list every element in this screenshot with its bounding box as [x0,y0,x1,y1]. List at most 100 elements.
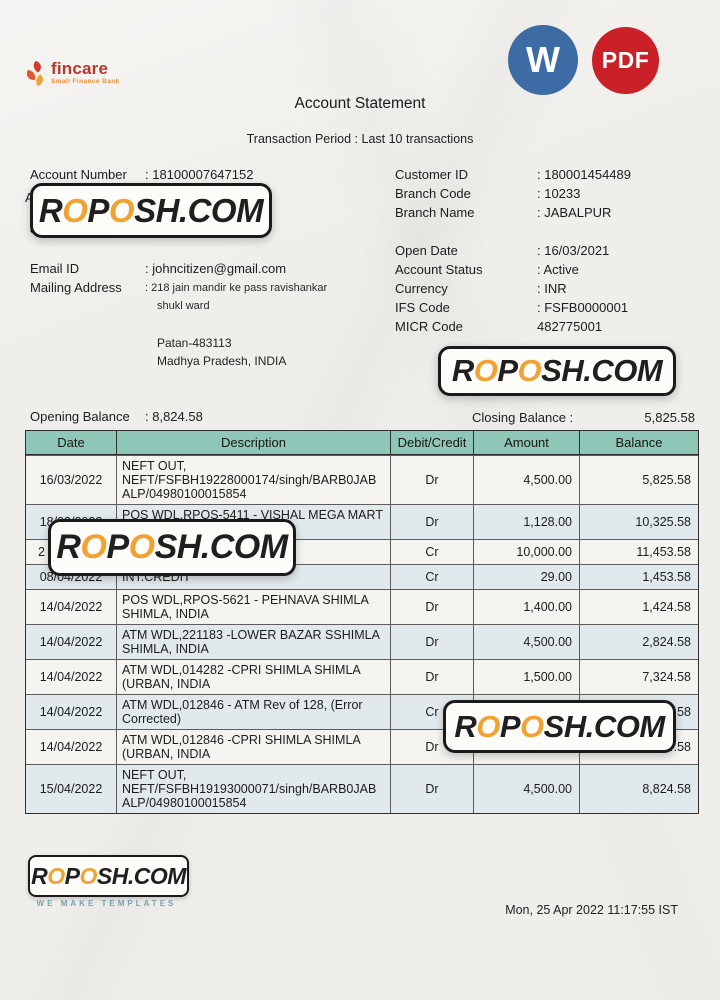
cell-amt: 1,128.00 [473,505,579,539]
cell-amt: 4,500.00 [473,456,579,504]
watermark-letter: R [38,191,63,229]
page-title: Account Statement [294,95,426,112]
header-debit-credit: Debit/Credit [390,431,473,454]
account-number-row: Account Number : 18100007647152 [30,167,253,182]
cell-bal: 1,424.58 [579,590,698,624]
brand-name: fincare [51,59,109,78]
watermark-letter: O [517,353,542,388]
watermark-letter: P [87,191,109,229]
cell-bal: 11,453.58 [579,540,698,564]
cell-bal: 5,825.58 [579,456,698,504]
covered-label-fragment: A [25,190,34,205]
cell-amt: 1,400.00 [473,590,579,624]
watermark-letter: SH.COM [134,191,264,229]
open-date-row: Open Date : 16/03/2021 [395,243,610,258]
cell-dc: Dr [390,660,473,694]
watermark-letter: O [473,353,498,388]
cell-desc: NEFT OUT, NEFT/FSFBH19228000174/singh/BA… [116,456,390,504]
cell-date: 15/04/2022 [39,782,103,796]
table-body: 16/03/2022 NEFT OUT, NEFT/FSFBH1922800017… [26,455,698,813]
roposh-watermark: R O P O SH.COM [438,346,676,396]
cell-bal: 10,325.58 [579,505,698,539]
cell-date: 14/04/2022 [39,670,103,684]
table-row: 14/04/2022 ATM WDL,012846 -CPRI SHIMLA SH… [26,729,698,764]
mailing-address-row: Mailing Address : 218 jain mandir ke pas… [30,280,327,295]
cell-amt: 4,500.00 [473,765,579,813]
watermark-letter: O [476,708,500,744]
cell-dc: Dr [390,590,473,624]
header-date: Date [57,435,85,450]
table-row: 14/04/2022 ATM WDL,221183 -LOWER BAZAR SS… [26,624,698,659]
branch-name-row: Branch Name : JABALPUR [395,205,612,220]
email-label: Email ID [30,261,80,276]
cell-dc: Cr [390,565,473,589]
watermark-letter: P [64,862,80,889]
cell-date: 14/04/2022 [39,600,103,614]
cell-desc: NEFT OUT, NEFT/FSFBH19193000071/singh/BA… [116,765,390,813]
generated-timestamp: Mon, 25 Apr 2022 11:17:55 IST [505,903,678,917]
watermark-letter: SH.COM [541,353,663,388]
cell-bal: 2,824.58 [579,625,698,659]
table-header: Date Description Debit/Credit Amount Bal… [26,431,698,455]
pdf-badge-icon: PDF [592,27,659,94]
cell-dc: Cr [390,540,473,564]
footer-tagline: WE MAKE TEMPLATES [36,899,177,908]
cell-dc: Dr [390,730,473,764]
watermark-letter: R [31,862,48,889]
watermark-letter: R [56,528,81,566]
cell-date: 14/04/2022 [39,705,103,719]
watermark-letter: SH.COM [96,862,187,889]
cell-date: 16/03/2022 [39,473,103,487]
cell-desc: ATM WDL,012846 - ATM Rev of 128, (Error … [116,695,390,729]
cell-amt: 4,500.00 [473,625,579,659]
table-row: 15/04/2022 NEFT OUT, NEFT/FSFBH1919300007… [26,764,698,813]
roposh-footer-logo: R O P O SH.COM [28,855,189,897]
watermark-letter: P [106,528,129,566]
watermark-letter: O [80,528,107,566]
watermark-letter: P [499,708,521,744]
watermark-letter: O [79,862,97,889]
address-line-2: shukl ward [157,300,210,312]
closing-balance-label: Closing Balance : [472,410,574,425]
cell-dc: Dr [390,505,473,539]
cell-date: 14/04/2022 [39,635,103,649]
watermark-letter: O [108,191,135,229]
cell-bal: 7,324.58 [579,660,698,694]
word-badge-icon: W [508,25,578,95]
account-status-row: Account Status : Active [395,262,579,277]
address-line-3: Patan-483113 [157,336,232,350]
watermark-letter: R [451,353,474,388]
watermark-letter: O [62,191,88,229]
cell-desc: ATM WDL,014282 -CPRI SHIMLA SHIMLA (URBA… [116,660,390,694]
mailing-address-label: Mailing Address [30,280,122,295]
header-amount: Amount [473,431,579,454]
roposh-watermark: R O P O SH.COM [48,519,296,576]
fincare-flame-icon [24,60,46,92]
branch-code-row: Branch Code : 10233 [395,186,581,201]
watermark-letter: P [497,353,518,388]
watermark-letter: SH.COM [154,528,289,566]
fincare-logo: fincare Small Finance Bank [24,60,120,92]
account-number-label: Account Number [30,167,127,182]
email-row: Email ID : johncitizen@gmail.com [30,261,286,276]
watermark-letter: R [454,708,477,744]
cell-dc: Dr [390,765,473,813]
table-row: 16/03/2022 NEFT OUT, NEFT/FSFBH1922800017… [26,455,698,504]
cell-dc: Dr [390,456,473,504]
table-row: 14/04/2022 ATM WDL,014282 -CPRI SHIMLA SH… [26,659,698,694]
address-line-4: Madhya Pradesh, INDIA [157,354,287,368]
cell-dc: Cr [390,695,473,729]
opening-balance: Opening Balance : 8,824.58 [30,409,203,424]
cell-desc: ATM WDL,012846 -CPRI SHIMLA SHIMLA (URBA… [116,730,390,764]
watermark-letter: SH.COM [543,708,666,744]
mailing-address-value: : 218 jain mandir ke pass ravishankar [145,282,328,294]
cell-amt: 10,000.00 [473,540,579,564]
cell-date: 14/04/2022 [39,740,103,754]
cell-amt: 1,500.00 [473,660,579,694]
watermark-letter: O [520,708,544,744]
account-number-value: : 18100007647152 [145,167,254,182]
roposh-watermark: R O P O SH.COM [30,183,272,238]
transaction-period: Transaction Period : Last 10 transaction… [246,132,474,146]
header-balance: Balance [579,431,698,454]
